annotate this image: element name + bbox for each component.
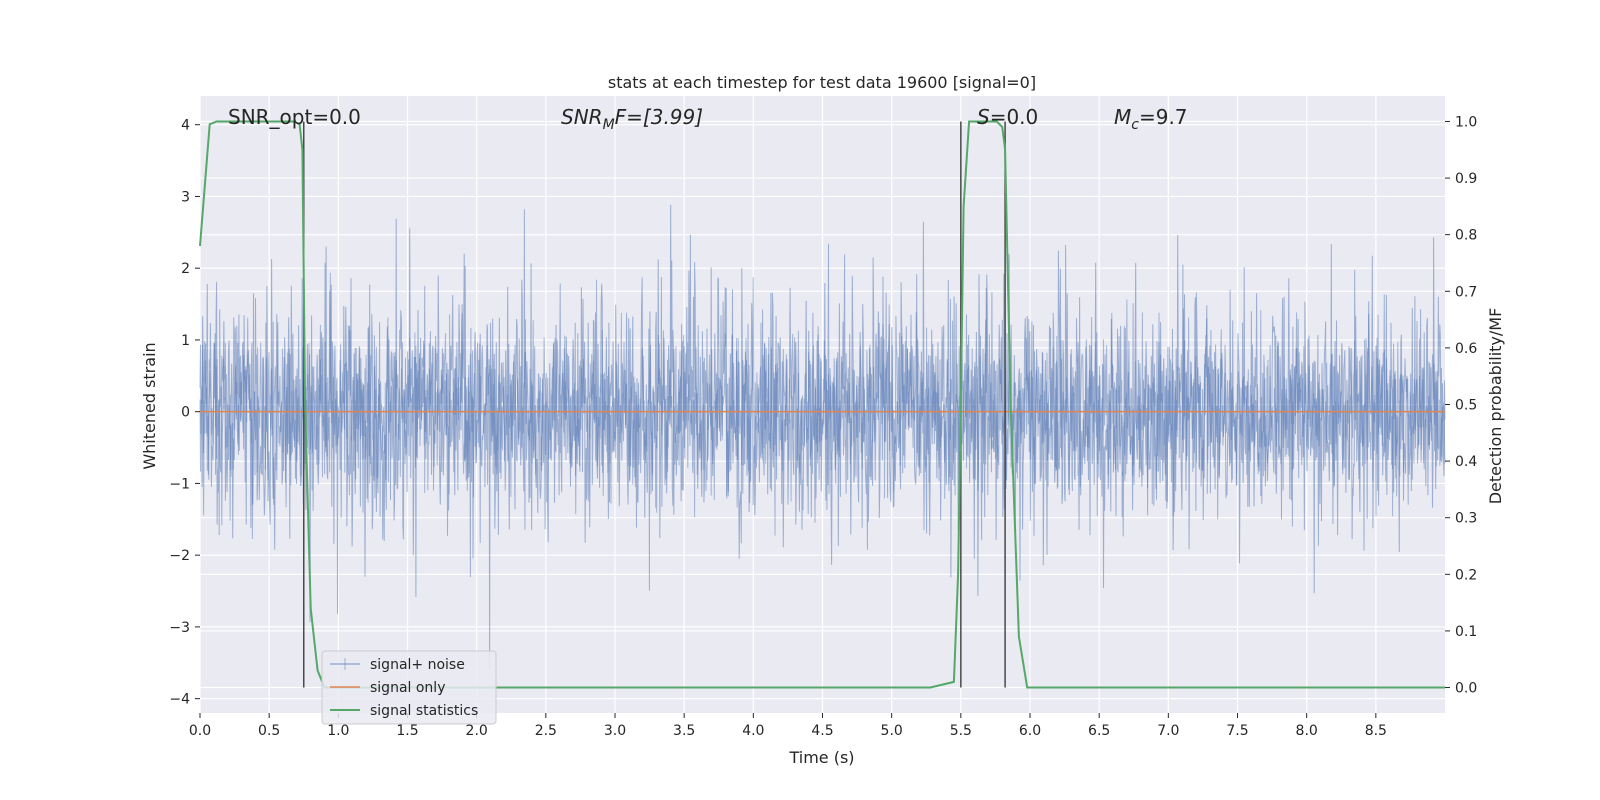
y-axis-right-label: Detection probability/MF bbox=[1486, 308, 1505, 505]
chart-title: stats at each timestep for test data 196… bbox=[608, 73, 1036, 92]
annotation-s-tail: =0.0 bbox=[990, 105, 1039, 129]
annotation-mc-tail: =9.7 bbox=[1139, 105, 1188, 129]
noise-line bbox=[199, 204, 1446, 671]
x-tick-label: 0.0 bbox=[189, 723, 211, 739]
y-right-tick-label: 0.5 bbox=[1455, 398, 1477, 414]
x-tick-label: 3.0 bbox=[604, 723, 626, 739]
signal-statistics-series bbox=[199, 120, 1445, 689]
x-tick-label: 1.5 bbox=[396, 723, 418, 739]
legend-label-statistics: signal statistics bbox=[370, 703, 478, 719]
annotation-snr-opt: SNR_opt=0.0 bbox=[228, 105, 361, 129]
x-tick-label: 3.5 bbox=[673, 723, 695, 739]
annotation-snr-mf-sub: M bbox=[603, 117, 615, 133]
x-tick-label: 4.0 bbox=[742, 723, 764, 739]
y-axis-right-ticks: 1.0 0.9 0.8 0.7 0.6 0.5 0.4 0.3 0.2 0.1 0.0 bbox=[1445, 114, 1477, 697]
annotation-snr-mf-main: SNR bbox=[561, 105, 603, 129]
y-right-tick-label: 0.1 bbox=[1455, 624, 1477, 640]
x-tick-label: 1.0 bbox=[327, 723, 349, 739]
y-right-tick-label: 0.4 bbox=[1455, 454, 1477, 470]
x-tick-label: 6.0 bbox=[1019, 723, 1041, 739]
annotation-mc: Mc=9.7 bbox=[1114, 105, 1188, 133]
x-tick-label: 8.5 bbox=[1365, 723, 1387, 739]
annotation-snr-mf-tail: F=[3.99] bbox=[615, 105, 703, 129]
y-right-tick-label: 0.0 bbox=[1455, 681, 1477, 697]
signal-statistics-line bbox=[199, 120, 1445, 689]
y-tick-label: 4 bbox=[181, 118, 190, 134]
y-tick-label: 1 bbox=[181, 333, 190, 349]
x-tick-label: 7.5 bbox=[1226, 723, 1248, 739]
y-right-tick-label: 0.3 bbox=[1455, 511, 1477, 527]
x-tick-label: 7.0 bbox=[1157, 723, 1179, 739]
x-axis-ticks: 0.0 0.5 1.0 1.5 2.0 2.5 3.0 3.5 4.0 4.5 5.0 5.5 6.0 6… bbox=[189, 713, 1387, 739]
x-tick-label: 2.0 bbox=[466, 723, 488, 739]
y-tick-label: 0 bbox=[181, 405, 190, 421]
y-right-tick-label: 0.2 bbox=[1455, 567, 1477, 583]
y-right-tick-label: 0.6 bbox=[1455, 341, 1477, 357]
annotation-snr-mf: SNRMF=[3.99] bbox=[561, 105, 703, 133]
legend-box bbox=[321, 650, 497, 725]
y-tick-label: 3 bbox=[181, 189, 190, 205]
annotation-s: S=0.0 bbox=[977, 105, 1038, 129]
x-axis-label: Time (s) bbox=[788, 748, 854, 767]
y-axis-left-ticks: 4 3 2 1 0 −1 −2 −3 −4 bbox=[169, 118, 200, 708]
y-right-tick-label: 0.8 bbox=[1455, 228, 1477, 244]
annotation-mc-sub: c bbox=[1131, 117, 1139, 133]
legend-label-noise: signal+ noise bbox=[370, 657, 465, 673]
x-tick-label: 8.0 bbox=[1296, 723, 1318, 739]
y-right-tick-label: 1.0 bbox=[1455, 114, 1477, 130]
x-tick-label: 5.5 bbox=[950, 723, 972, 739]
y-tick-label: 2 bbox=[181, 261, 190, 277]
noise-core-line bbox=[199, 272, 1446, 543]
y-right-tick-label: 0.9 bbox=[1455, 171, 1477, 187]
grid bbox=[199, 96, 1445, 713]
signal-noise-series bbox=[199, 204, 1446, 671]
y-tick-label: −1 bbox=[169, 476, 190, 492]
y-axis-left-label: Whitened strain bbox=[140, 342, 159, 469]
y-tick-label: −2 bbox=[169, 548, 190, 564]
legend: signal+ noise signal only signal statist… bbox=[321, 650, 497, 725]
y-tick-label: −4 bbox=[169, 692, 190, 708]
y-right-tick-label: 0.7 bbox=[1455, 284, 1477, 300]
annotation-s-main: S bbox=[977, 105, 990, 129]
x-tick-label: 6.5 bbox=[1088, 723, 1110, 739]
x-tick-label: 4.5 bbox=[811, 723, 833, 739]
x-tick-label: 5.0 bbox=[881, 723, 903, 739]
x-tick-label: 0.5 bbox=[258, 723, 280, 739]
y-tick-label: −3 bbox=[169, 620, 190, 636]
x-tick-label: 2.5 bbox=[535, 723, 557, 739]
legend-label-signal-only: signal only bbox=[370, 680, 445, 696]
annotation-mc-main: M bbox=[1114, 105, 1131, 129]
